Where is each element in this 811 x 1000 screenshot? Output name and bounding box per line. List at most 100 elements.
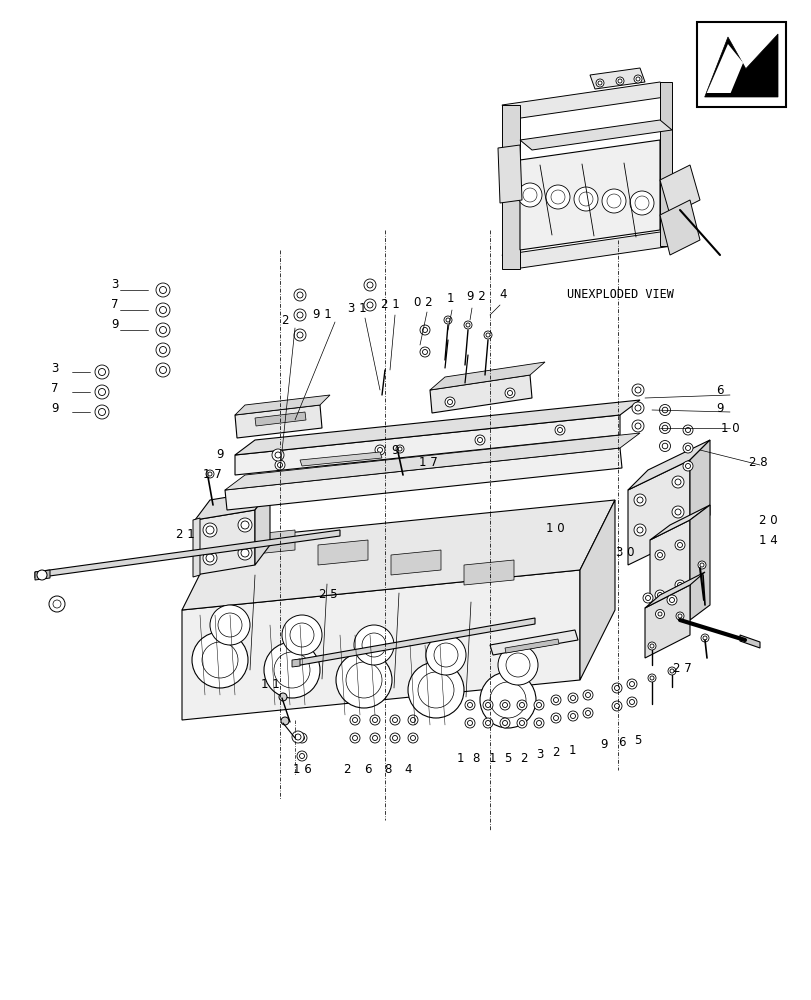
Circle shape [634, 196, 648, 210]
Circle shape [297, 312, 303, 318]
Circle shape [336, 652, 392, 708]
Circle shape [463, 321, 471, 329]
Bar [696, 22, 785, 107]
Polygon shape [182, 570, 579, 720]
Text: 9 2: 9 2 [466, 290, 485, 304]
Circle shape [597, 81, 601, 85]
Circle shape [585, 692, 590, 698]
Circle shape [354, 625, 393, 665]
Circle shape [570, 714, 575, 718]
Text: 9: 9 [51, 401, 58, 414]
Circle shape [629, 700, 633, 704]
Circle shape [345, 662, 381, 698]
Circle shape [418, 672, 453, 708]
Circle shape [419, 325, 430, 335]
Text: 8: 8 [472, 752, 479, 764]
Circle shape [519, 720, 524, 726]
Circle shape [702, 636, 706, 640]
Polygon shape [659, 82, 672, 246]
Text: 6: 6 [364, 763, 371, 776]
Circle shape [156, 343, 169, 357]
Circle shape [582, 708, 592, 718]
Circle shape [554, 425, 564, 435]
Circle shape [372, 736, 377, 740]
Circle shape [677, 614, 681, 618]
Polygon shape [299, 452, 381, 466]
Text: 3: 3 [535, 748, 543, 762]
Polygon shape [292, 659, 299, 667]
Circle shape [159, 366, 166, 373]
Circle shape [657, 552, 662, 558]
Polygon shape [579, 500, 614, 680]
Circle shape [159, 347, 166, 354]
Circle shape [156, 303, 169, 317]
Text: 7: 7 [111, 298, 118, 312]
Circle shape [676, 582, 682, 587]
Text: 3: 3 [111, 278, 118, 292]
Circle shape [551, 695, 560, 705]
Text: 1: 1 [568, 744, 575, 756]
Circle shape [536, 702, 541, 708]
Circle shape [422, 328, 427, 332]
Circle shape [445, 318, 449, 322]
Circle shape [279, 693, 286, 701]
Circle shape [294, 734, 301, 740]
Circle shape [477, 438, 482, 442]
Polygon shape [501, 105, 519, 269]
Circle shape [649, 676, 653, 680]
Circle shape [634, 405, 640, 411]
Circle shape [553, 698, 558, 702]
Circle shape [626, 679, 636, 689]
Text: 6: 6 [715, 383, 723, 396]
Circle shape [299, 736, 304, 740]
Circle shape [662, 407, 667, 413]
Circle shape [595, 79, 603, 87]
Circle shape [502, 720, 507, 726]
Text: 2 1: 2 1 [380, 298, 399, 312]
Circle shape [375, 445, 384, 455]
Circle shape [684, 428, 689, 432]
Circle shape [631, 420, 643, 432]
Text: 2 8: 2 8 [748, 456, 766, 468]
Circle shape [629, 682, 633, 686]
Polygon shape [689, 505, 709, 620]
Circle shape [159, 326, 166, 334]
Circle shape [95, 385, 109, 399]
Circle shape [392, 736, 397, 740]
Polygon shape [430, 362, 544, 390]
Polygon shape [644, 572, 704, 608]
Circle shape [433, 643, 457, 667]
Polygon shape [644, 585, 689, 658]
Circle shape [294, 329, 306, 341]
Circle shape [407, 733, 418, 743]
Circle shape [654, 609, 663, 618]
Text: 2 5: 2 5 [318, 588, 337, 601]
Circle shape [479, 672, 535, 728]
Polygon shape [463, 560, 513, 585]
Polygon shape [195, 510, 255, 575]
Polygon shape [519, 140, 659, 250]
Text: 2 7: 2 7 [672, 662, 690, 674]
Circle shape [631, 384, 643, 396]
Circle shape [272, 449, 284, 461]
Circle shape [419, 347, 430, 357]
Circle shape [367, 302, 372, 308]
Text: 2: 2 [281, 314, 289, 326]
Circle shape [676, 612, 683, 620]
Text: 3: 3 [51, 361, 58, 374]
Text: 4: 4 [404, 763, 411, 776]
Circle shape [669, 669, 673, 673]
Circle shape [241, 549, 249, 557]
Text: 9: 9 [111, 318, 118, 332]
Polygon shape [489, 630, 577, 655]
Polygon shape [182, 500, 614, 610]
Circle shape [98, 368, 105, 375]
Circle shape [294, 309, 306, 321]
Circle shape [645, 595, 650, 600]
Circle shape [607, 194, 620, 208]
Circle shape [545, 185, 569, 209]
Circle shape [634, 423, 640, 429]
Text: 9: 9 [599, 738, 607, 752]
Circle shape [551, 190, 564, 204]
Circle shape [616, 77, 623, 85]
